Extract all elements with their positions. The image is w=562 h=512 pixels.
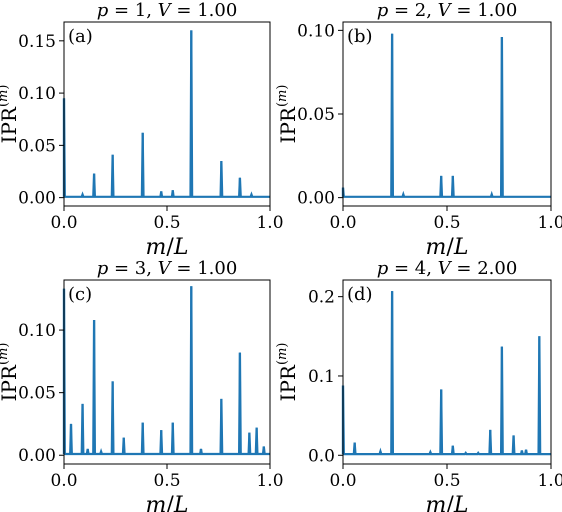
series-line bbox=[62, 286, 270, 456]
y-tick-label: 0.00 bbox=[18, 189, 56, 209]
x-tick-label: 0.5 bbox=[433, 471, 460, 491]
y-axis-label: IPR(m) bbox=[0, 85, 21, 144]
y-axis-label: IPR(m) bbox=[0, 343, 21, 402]
y-tick-label: 0.10 bbox=[18, 84, 56, 104]
x-tick-label: 0.0 bbox=[50, 213, 77, 233]
plot-frame bbox=[342, 279, 552, 465]
panel-label: (d) bbox=[347, 284, 373, 305]
panel-title: p = 4, V = 2.00 bbox=[377, 258, 518, 279]
x-axis-label: m/L bbox=[146, 493, 189, 512]
y-tick-label: 0.10 bbox=[297, 21, 335, 41]
x-tick-label: 0.5 bbox=[153, 471, 180, 491]
y-tick-label: 0.1 bbox=[308, 367, 335, 387]
panel-1: 0.0 0.5 1.0 0.00 0.05 0.10 0.15 p = 1, V = 1.00… bbox=[0, 0, 284, 260]
y-tick-label: 0.05 bbox=[297, 105, 335, 125]
panel-2: 0.0 0.5 1.0 0.00 0.05 0.10 p = 2, V = 1.00(b) m… bbox=[275, 0, 562, 260]
series-line bbox=[62, 30, 270, 198]
x-axis-label: m/L bbox=[146, 235, 189, 260]
panel-title: p = 3, V = 1.00 bbox=[97, 258, 238, 279]
y-axis-label: IPR(m) bbox=[275, 343, 300, 402]
x-tick-label: 1.0 bbox=[537, 471, 562, 491]
y-tick-label: 0.0 bbox=[308, 446, 335, 466]
y-tick-label: 0.05 bbox=[18, 136, 56, 156]
panel-3: 0.0 0.5 1.0 0.00 0.05 0.10 p = 3, V = 1.00(c) m… bbox=[0, 258, 284, 512]
y-tick-label: 0.00 bbox=[18, 446, 56, 466]
panel-label: (b) bbox=[347, 26, 373, 47]
panel-title: p = 2, V = 1.00 bbox=[377, 0, 518, 21]
panel-title: p = 1, V = 1.00 bbox=[97, 0, 238, 21]
y-tick-label: 0.2 bbox=[308, 288, 335, 308]
series-line bbox=[341, 291, 551, 456]
x-axis-label: m/L bbox=[426, 235, 469, 260]
y-tick-label: 0.10 bbox=[18, 321, 56, 341]
x-tick-label: 0.0 bbox=[329, 213, 356, 233]
x-tick-label: 0.5 bbox=[153, 213, 180, 233]
x-tick-label: 1.0 bbox=[256, 213, 283, 233]
series-line bbox=[341, 33, 551, 198]
y-tick-label: 0.05 bbox=[18, 384, 56, 404]
y-tick-label: 0.00 bbox=[297, 189, 335, 209]
x-tick-label: 1.0 bbox=[537, 213, 562, 233]
plot-frame bbox=[342, 21, 552, 207]
panel-label: (a) bbox=[68, 26, 93, 47]
y-axis-label: IPR(m) bbox=[275, 85, 300, 144]
panel-label: (c) bbox=[68, 284, 92, 305]
x-tick-label: 1.0 bbox=[256, 471, 283, 491]
x-tick-label: 0.0 bbox=[329, 471, 356, 491]
y-tick-label: 0.15 bbox=[18, 32, 56, 52]
x-axis-label: m/L bbox=[426, 493, 469, 512]
x-tick-label: 0.0 bbox=[50, 471, 77, 491]
x-tick-label: 0.5 bbox=[433, 213, 460, 233]
panel-4: 0.0 0.5 1.0 0.0 0.1 0.2 p = 4, V = 2.00(d) m/L I… bbox=[275, 258, 562, 512]
